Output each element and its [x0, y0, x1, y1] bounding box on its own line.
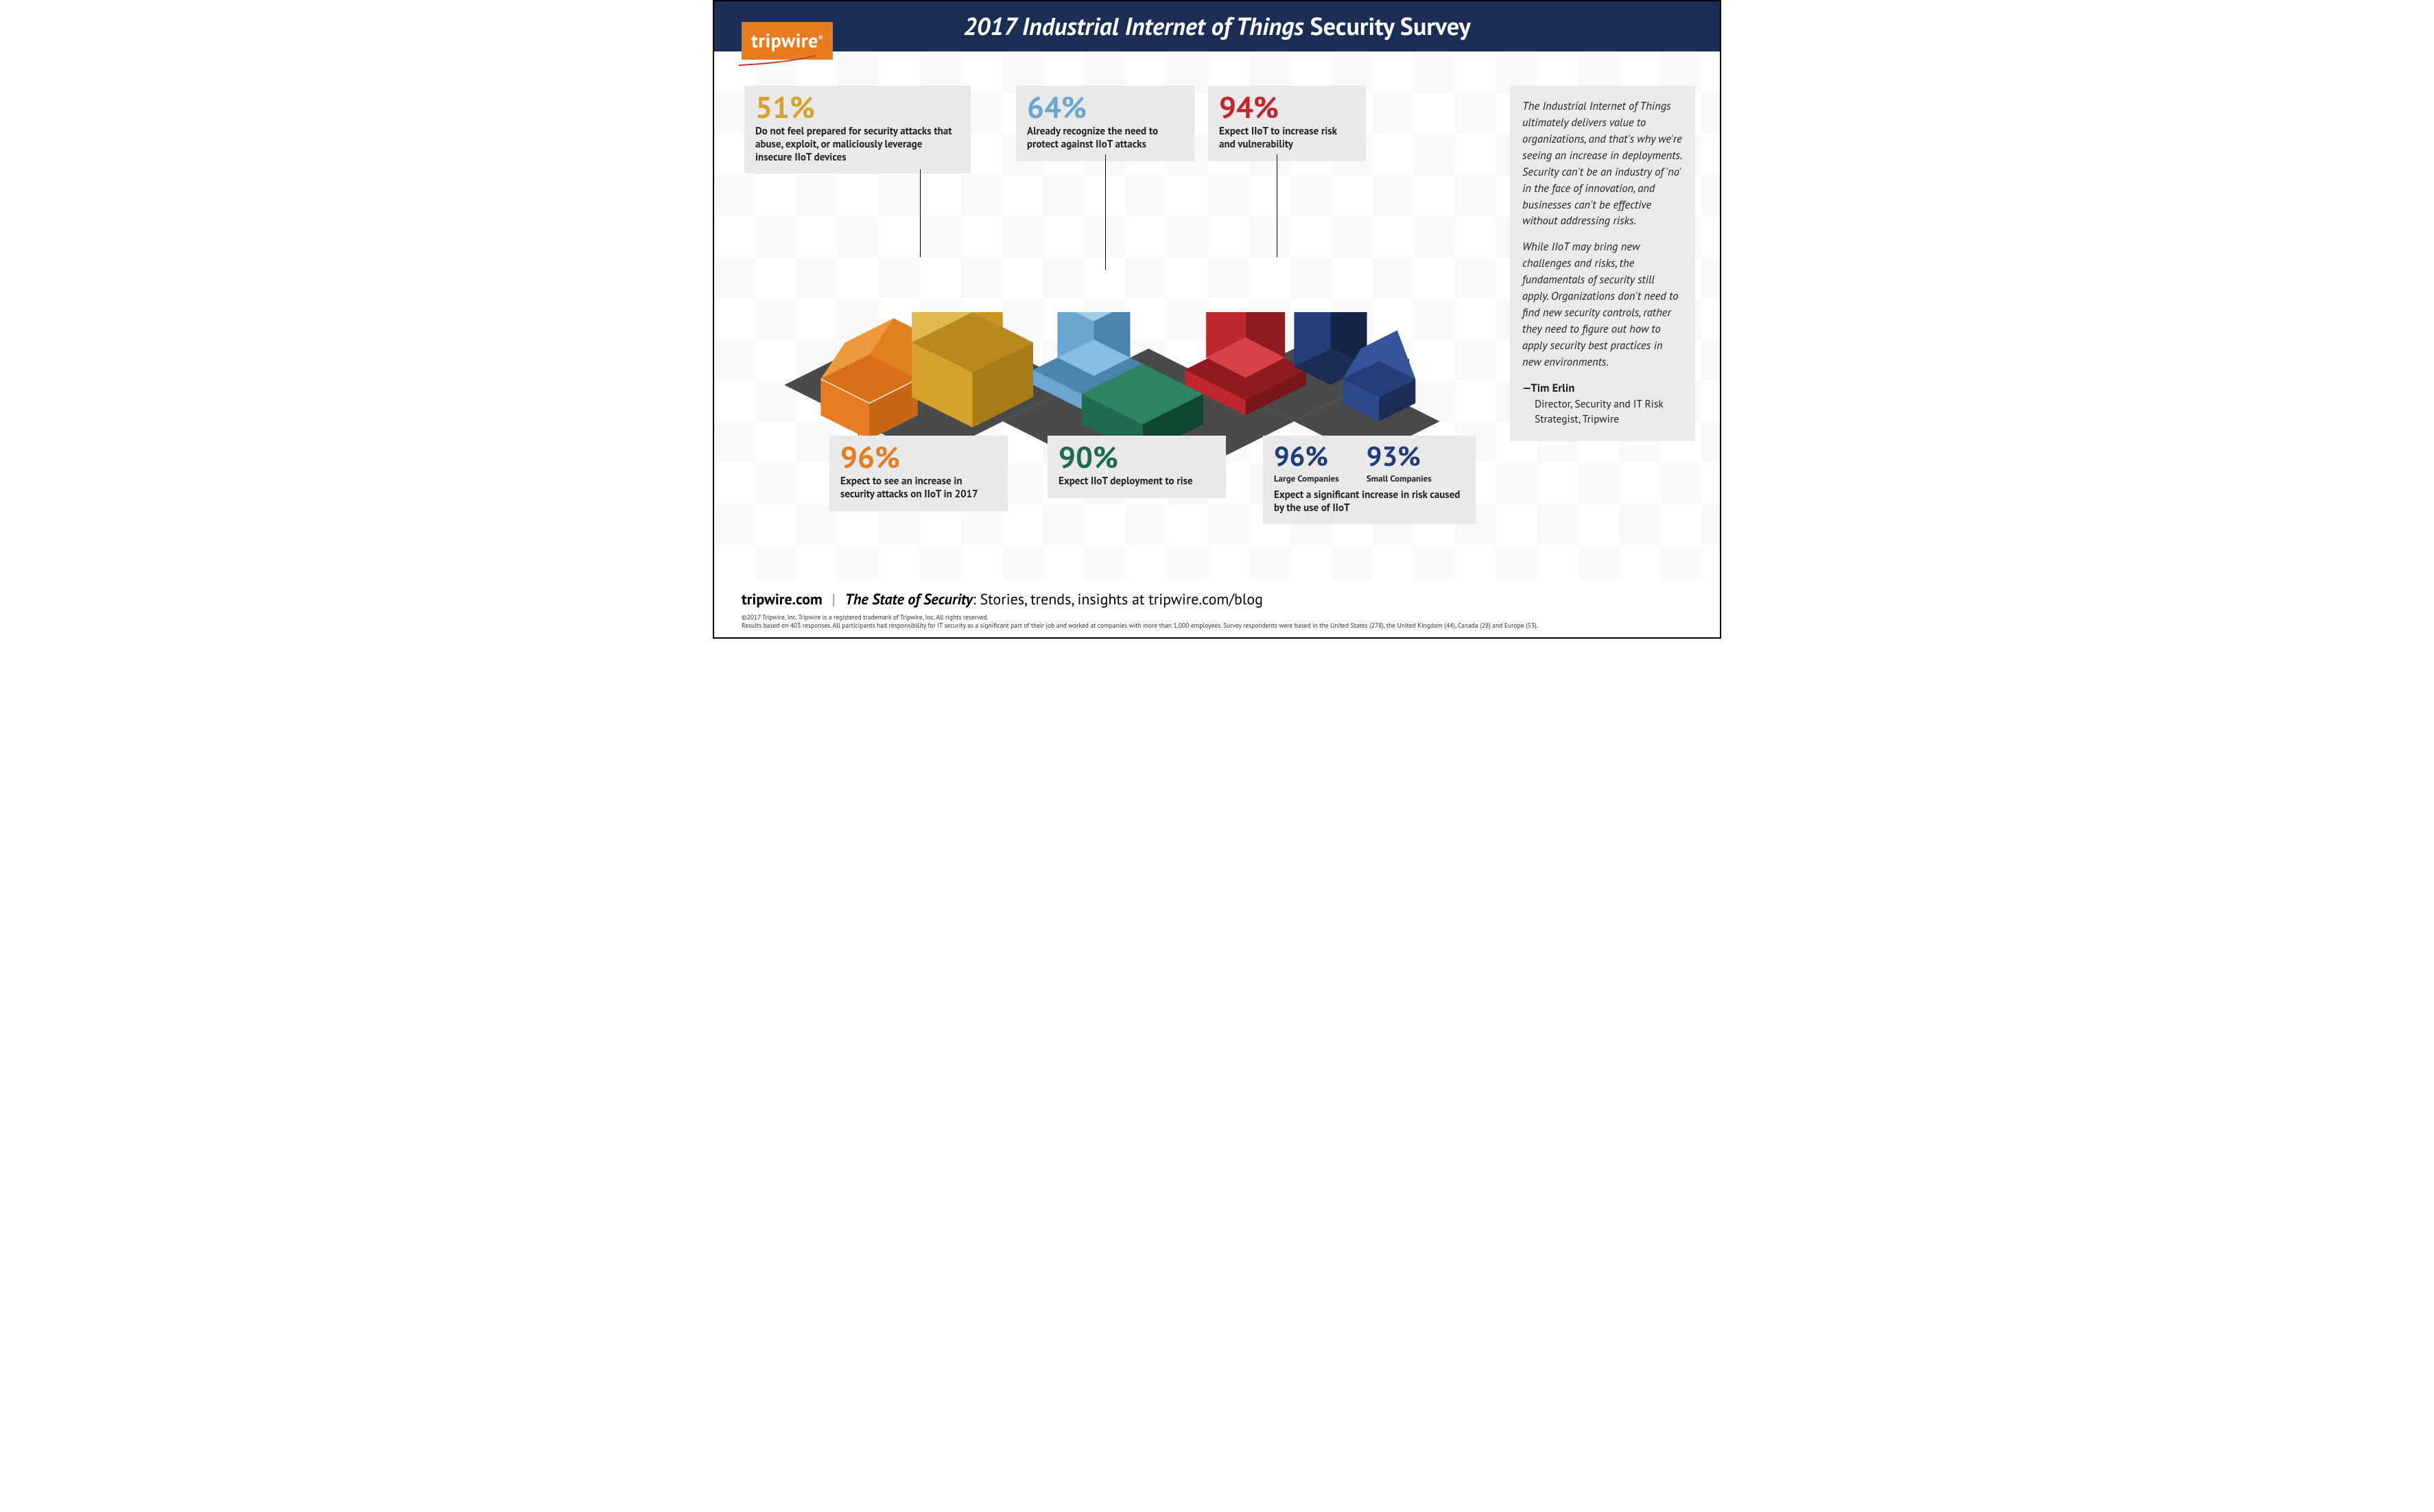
stat-red-desc: Expect IIoT to increase risk and vulnera… — [1219, 126, 1355, 152]
stat-blue: 64% Already recognize the need to protec… — [1016, 86, 1194, 161]
quote-name: —Tim Erlin — [1522, 380, 1574, 395]
stat-green-pct: 90% — [1059, 442, 1215, 473]
stat-blue-pct: 64% — [1027, 93, 1183, 123]
leader-yellow — [920, 169, 921, 257]
quote-p1: The Industrial Internet of Things ultima… — [1522, 98, 1683, 229]
stat-yellow-pct: 51% — [755, 93, 960, 123]
footer-fine: ©2017 Tripwire, Inc. Tripwire is a regis… — [742, 613, 1692, 630]
footer: tripwire.com | The State of Security: St… — [714, 580, 1720, 637]
stat-navy-large: 96% Large Companies — [1274, 442, 1339, 484]
stat-orange-desc: Expect to see an increase in security at… — [840, 475, 997, 501]
stat-blue-desc: Already recognize the need to protect ag… — [1027, 126, 1183, 152]
stat-navy-desc: Expect a significant increase in risk ca… — [1274, 488, 1465, 515]
stat-yellow-desc: Do not feel prepared for security attack… — [755, 126, 960, 164]
header-title-plain: Security Survey — [1304, 10, 1471, 42]
stat-navy-small-label: Small Companies — [1367, 473, 1432, 484]
quote-p2: While IIoT may bring new challenges and … — [1522, 239, 1683, 370]
tripwire-logo: tripwire® — [742, 22, 833, 60]
stat-orange: 96% Expect to see an increase in securit… — [829, 436, 1008, 511]
logo-reg: ® — [818, 34, 823, 43]
stat-red-pct: 94% — [1219, 93, 1355, 123]
quote-attribution: —Tim Erlin Director, Security and IT Ris… — [1522, 380, 1683, 427]
header-bar: 2017 Industrial Internet of Things Secur… — [714, 1, 1720, 51]
stat-navy-small-pct: 93% — [1367, 442, 1432, 470]
footer-tagline-bold: The State of Security — [845, 590, 973, 609]
footer-fine-2: Results based on 403 responses. All part… — [742, 622, 1692, 630]
stat-navy-small: 93% Small Companies — [1367, 442, 1432, 484]
stat-green: 90% Expect IIoT deployment to rise — [1048, 436, 1226, 498]
stat-green-desc: Expect IIoT deployment to rise — [1059, 475, 1215, 488]
main-canvas: 51% Do not feel prepared for security at… — [714, 51, 1720, 580]
leader-blue — [1105, 154, 1106, 270]
footer-tagline-rest: : Stories, trends, insights at tripwire.… — [973, 590, 1263, 609]
stat-yellow: 51% Do not feel prepared for security at… — [744, 86, 971, 174]
stat-red: 94% Expect IIoT to increase risk and vul… — [1208, 86, 1366, 161]
stat-orange-pct: 96% — [840, 442, 997, 473]
stat-navy-large-label: Large Companies — [1274, 473, 1339, 484]
stat-navy: 96% Large Companies 93% Small Companies … — [1263, 436, 1476, 524]
header-title-italic: 2017 Industrial Internet of Things — [963, 10, 1303, 42]
quote-role: Director, Security and IT Risk Strategis… — [1535, 397, 1683, 427]
stat-navy-large-pct: 96% — [1274, 442, 1339, 470]
quote-box: The Industrial Internet of Things ultima… — [1510, 86, 1695, 441]
logo-text: tripwire — [751, 27, 818, 53]
footer-main: tripwire.com | The State of Security: St… — [742, 590, 1692, 609]
footer-site: tripwire.com — [742, 590, 823, 609]
footer-sep: | — [832, 590, 836, 609]
